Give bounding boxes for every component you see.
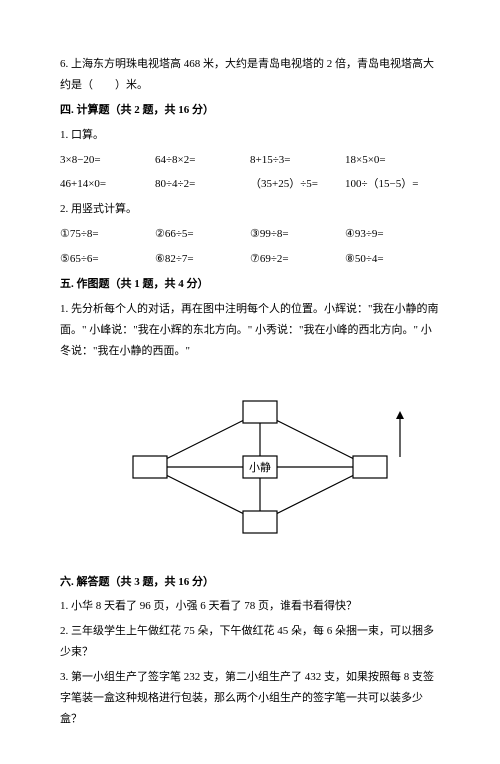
section-4-title: 四. 计算题（共 2 题，共 16 分） <box>60 100 440 121</box>
section-5-title: 五. 作图题（共 1 题，共 4 分） <box>60 274 440 295</box>
s6-q2: 2. 三年级学生上午做红花 75 朵，下午做红花 45 朵，每 6 朵捆一束，可… <box>60 621 440 663</box>
expr: 8+15÷3= <box>250 150 345 171</box>
svg-text:小静: 小静 <box>249 460 271 474</box>
expr: ②66÷5= <box>155 224 250 245</box>
s4-row2: 46+14×0= 80÷4÷2= （35+25）÷5= 100÷（15−5）= <box>60 174 440 195</box>
expr: 3×8−20= <box>60 150 155 171</box>
expr: 18×5×0= <box>345 150 440 171</box>
s4-q2: 2. 用竖式计算。 <box>60 199 440 220</box>
direction-diagram: 小静北 <box>90 372 410 562</box>
question-6: 6. 上海东方明珠电视塔高 468 米，大约是青岛电视塔的 2 倍，青岛电视塔高… <box>60 54 440 96</box>
expr: 100÷（15−5）= <box>345 174 440 195</box>
expr: ⑧50÷4= <box>345 249 440 270</box>
s4-row3: ①75÷8= ②66÷5= ③99÷8= ④93÷9= <box>60 224 440 245</box>
expr: 80÷4÷2= <box>155 174 250 195</box>
expr: ⑤65÷6= <box>60 249 155 270</box>
s4-row1: 3×8−20= 64÷8×2= 8+15÷3= 18×5×0= <box>60 150 440 171</box>
expr: ①75÷8= <box>60 224 155 245</box>
expr: 46+14×0= <box>60 174 155 195</box>
section-6-title: 六. 解答题（共 3 题，共 16 分） <box>60 572 440 593</box>
expr: ③99÷8= <box>250 224 345 245</box>
s5-paragraph: 1. 先分析每个人的对话，再在图中注明每个人的位置。小辉说："我在小静的南面。"… <box>60 299 440 362</box>
s6-q3: 3. 第一小组生产了签字笔 232 支，第二小组生产了 432 支，如果按照每 … <box>60 667 440 730</box>
expr: ⑦69÷2= <box>250 249 345 270</box>
s4-q1: 1. 口算。 <box>60 125 440 146</box>
expr: （35+25）÷5= <box>250 174 345 195</box>
expr: 64÷8×2= <box>155 150 250 171</box>
expr: ④93÷9= <box>345 224 440 245</box>
expr: ⑥82÷7= <box>155 249 250 270</box>
s4-row4: ⑤65÷6= ⑥82÷7= ⑦69÷2= ⑧50÷4= <box>60 249 440 270</box>
s6-q1: 1. 小华 8 天看了 96 页，小强 6 天看了 78 页，谁看书看得快？ <box>60 596 440 617</box>
